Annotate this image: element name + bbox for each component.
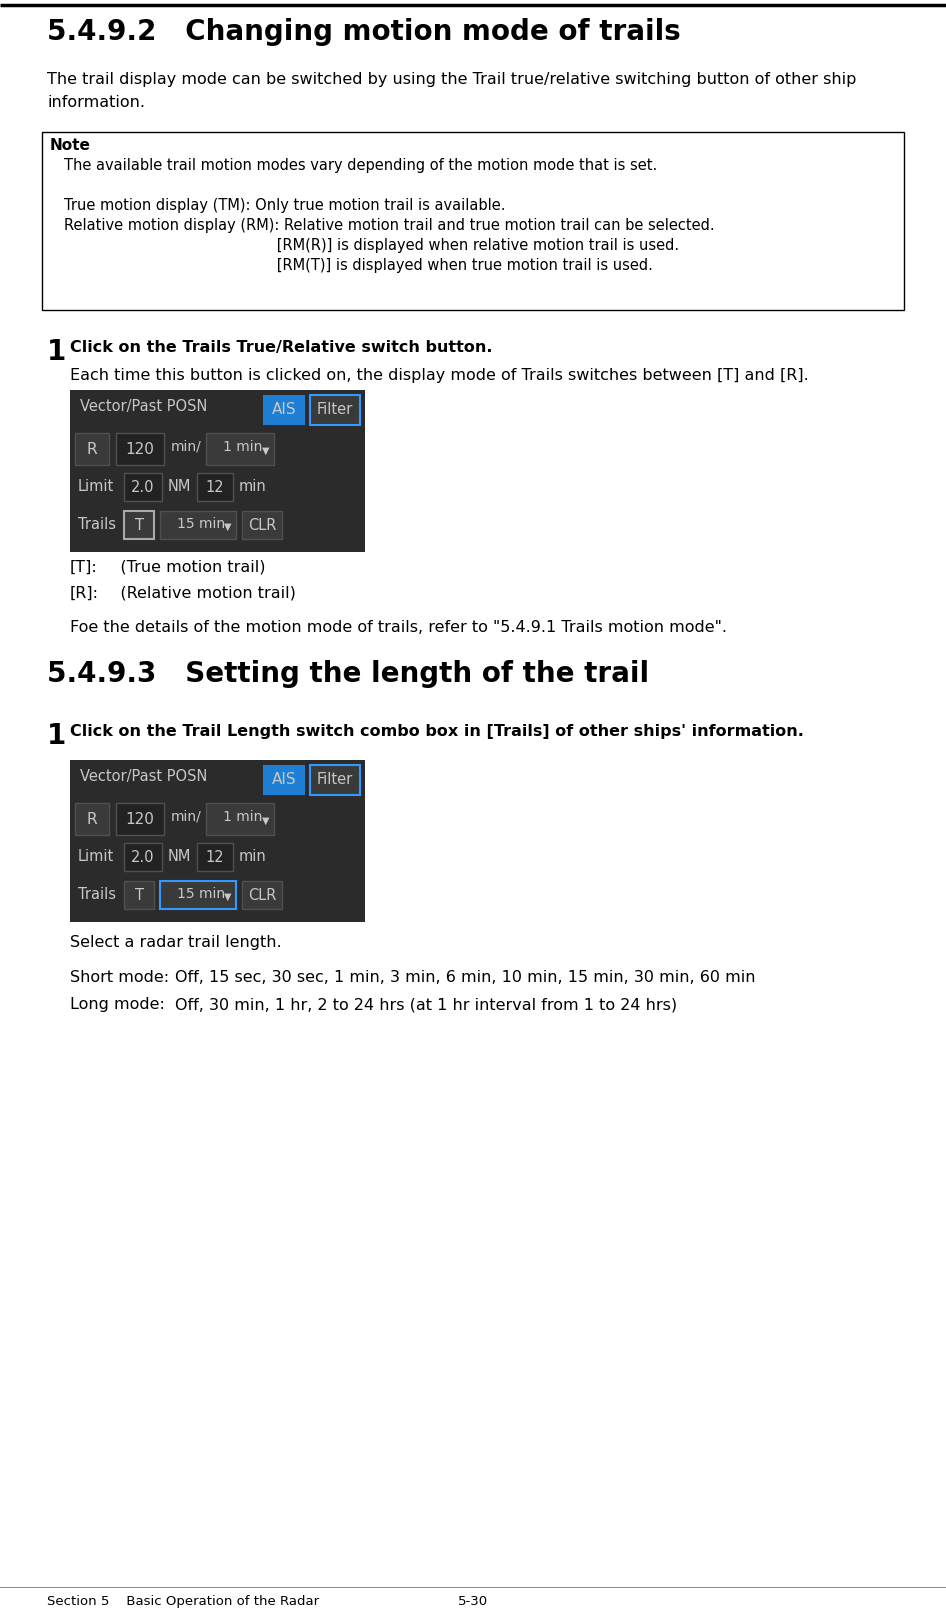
Text: ▼: ▼ bbox=[262, 445, 270, 457]
Text: Click on the Trail Length switch combo box in [Trails] of other ships' informati: Click on the Trail Length switch combo b… bbox=[70, 724, 804, 738]
Bar bbox=[124, 473, 162, 500]
Bar bbox=[42, 133, 904, 309]
Text: 5-30: 5-30 bbox=[458, 1595, 488, 1608]
Text: [RM(T)] is displayed when true motion trail is used.: [RM(T)] is displayed when true motion tr… bbox=[64, 257, 653, 274]
Text: AIS: AIS bbox=[272, 772, 296, 787]
Text: 15 min: 15 min bbox=[177, 887, 225, 902]
Text: NM: NM bbox=[168, 848, 191, 865]
Bar bbox=[70, 390, 365, 552]
Bar bbox=[70, 759, 365, 921]
Bar bbox=[160, 881, 236, 908]
Text: ▼: ▼ bbox=[262, 816, 270, 826]
Text: [RM(R)] is displayed when relative motion trail is used.: [RM(R)] is displayed when relative motio… bbox=[64, 238, 679, 253]
Text: Relative motion display (RM): Relative motion trail and true motion trail can be: Relative motion display (RM): Relative m… bbox=[64, 219, 714, 233]
Bar bbox=[310, 766, 360, 795]
Text: Trails: Trails bbox=[78, 516, 116, 533]
Text: NM: NM bbox=[168, 479, 191, 494]
Text: Filter: Filter bbox=[317, 403, 353, 418]
Text: ▼: ▼ bbox=[224, 892, 232, 902]
Text: 1 min: 1 min bbox=[223, 810, 262, 824]
Text: Off, 15 sec, 30 sec, 1 min, 3 min, 6 min, 10 min, 15 min, 30 min, 60 min: Off, 15 sec, 30 sec, 1 min, 3 min, 6 min… bbox=[175, 970, 756, 984]
Text: 5.4.9.2   Changing motion mode of trails: 5.4.9.2 Changing motion mode of trails bbox=[47, 18, 681, 45]
Bar bbox=[197, 473, 233, 500]
Text: 12: 12 bbox=[205, 850, 224, 865]
Text: 2.0: 2.0 bbox=[131, 479, 155, 494]
Text: CLR: CLR bbox=[248, 518, 276, 533]
Text: AIS: AIS bbox=[272, 403, 296, 418]
Text: The trail display mode can be switched by using the Trail true/relative switchin: The trail display mode can be switched b… bbox=[47, 71, 856, 87]
Text: Vector/Past POSN: Vector/Past POSN bbox=[80, 398, 207, 414]
Text: Filter: Filter bbox=[317, 772, 353, 787]
Text: Short mode:: Short mode: bbox=[70, 970, 169, 984]
Text: T: T bbox=[134, 887, 144, 902]
Bar bbox=[242, 881, 282, 908]
Text: The available trail motion modes vary depending of the motion mode that is set.: The available trail motion modes vary de… bbox=[64, 159, 657, 173]
Text: min/: min/ bbox=[171, 810, 201, 822]
Text: [R]:: [R]: bbox=[70, 586, 99, 601]
Text: ▼: ▼ bbox=[224, 521, 232, 533]
Text: 120: 120 bbox=[126, 442, 154, 457]
Bar bbox=[124, 512, 154, 539]
Text: information.: information. bbox=[47, 96, 145, 110]
Text: Each time this button is clicked on, the display mode of Trails switches between: Each time this button is clicked on, the… bbox=[70, 368, 809, 384]
Text: min: min bbox=[239, 479, 267, 494]
Text: T: T bbox=[134, 518, 144, 533]
Text: Click on the Trails True/Relative switch button.: Click on the Trails True/Relative switch… bbox=[70, 340, 493, 355]
Text: 120: 120 bbox=[126, 811, 154, 827]
Text: 12: 12 bbox=[205, 479, 224, 494]
Text: CLR: CLR bbox=[248, 887, 276, 902]
Bar bbox=[116, 803, 164, 835]
Bar bbox=[242, 512, 282, 539]
Text: Section 5    Basic Operation of the Radar: Section 5 Basic Operation of the Radar bbox=[47, 1595, 319, 1608]
Text: min/: min/ bbox=[171, 439, 201, 453]
Text: Limit: Limit bbox=[78, 479, 114, 494]
Text: Vector/Past POSN: Vector/Past POSN bbox=[80, 769, 207, 784]
Text: (Relative motion trail): (Relative motion trail) bbox=[105, 586, 296, 601]
Text: Off, 30 min, 1 hr, 2 to 24 hrs (at 1 hr interval from 1 to 24 hrs): Off, 30 min, 1 hr, 2 to 24 hrs (at 1 hr … bbox=[175, 997, 677, 1012]
Text: 5.4.9.3   Setting the length of the trail: 5.4.9.3 Setting the length of the trail bbox=[47, 661, 649, 688]
Bar bbox=[124, 881, 154, 908]
Bar bbox=[75, 432, 109, 465]
Text: 1: 1 bbox=[47, 722, 66, 750]
Bar bbox=[310, 395, 360, 426]
Text: R: R bbox=[87, 811, 97, 827]
Text: True motion display (TM): Only true motion trail is available.: True motion display (TM): Only true moti… bbox=[64, 198, 505, 214]
Text: [T]:: [T]: bbox=[70, 560, 97, 575]
Text: R: R bbox=[87, 442, 97, 457]
Text: Trails: Trails bbox=[78, 887, 116, 902]
Bar bbox=[116, 432, 164, 465]
Bar bbox=[75, 803, 109, 835]
Text: 2.0: 2.0 bbox=[131, 850, 155, 865]
Bar bbox=[263, 395, 305, 426]
Text: 15 min: 15 min bbox=[177, 516, 225, 531]
Bar bbox=[206, 432, 274, 465]
Bar bbox=[197, 843, 233, 871]
Text: 1: 1 bbox=[47, 338, 66, 366]
Text: (True motion trail): (True motion trail) bbox=[105, 560, 266, 575]
Text: min: min bbox=[239, 848, 267, 865]
Bar bbox=[206, 803, 274, 835]
Text: 1 min: 1 min bbox=[223, 440, 262, 453]
Text: Select a radar trail length.: Select a radar trail length. bbox=[70, 936, 282, 950]
Text: Long mode:: Long mode: bbox=[70, 997, 165, 1012]
Bar bbox=[124, 843, 162, 871]
Bar bbox=[160, 512, 236, 539]
Text: Foe the details of the motion mode of trails, refer to "5.4.9.1 Trails motion mo: Foe the details of the motion mode of tr… bbox=[70, 620, 727, 635]
Text: Note: Note bbox=[50, 138, 91, 154]
Text: Limit: Limit bbox=[78, 848, 114, 865]
Bar bbox=[263, 766, 305, 795]
